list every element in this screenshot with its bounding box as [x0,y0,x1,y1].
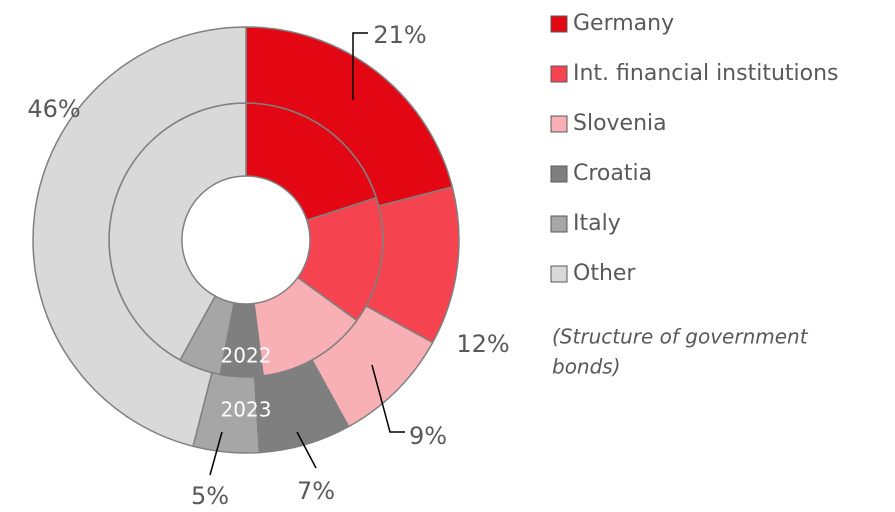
legend-swatch [550,65,568,83]
leader-line [352,32,368,100]
data-label: 12% [456,330,509,358]
donut-segment [245,26,454,207]
data-label: 7% [297,477,335,505]
ring-label: 2022 [221,344,272,368]
leader-line [371,364,405,433]
legend-swatch [550,215,568,233]
donut-segment [32,26,247,448]
legend-swatch [550,165,568,183]
ring-label: 2023 [221,398,272,422]
leader-line [296,431,317,469]
legend-label: Other [573,261,636,286]
legend-label: Croatia [573,161,652,186]
data-label: 21% [373,21,426,49]
leader-line [209,431,223,476]
note: bonds) [552,355,621,379]
data-label: 9% [409,422,447,450]
legend-label: Int. financial institutions [573,61,839,86]
legend-swatch [550,265,568,283]
legend-swatch [550,115,568,133]
data-label: 46% [27,95,80,123]
legend-swatch [550,15,568,33]
note: (Structure of government [552,325,809,349]
legend-label: Slovenia [573,111,667,136]
data-label: 5% [191,482,229,510]
legend-label: Germany [573,11,674,36]
legend-label: Italy [573,211,621,236]
